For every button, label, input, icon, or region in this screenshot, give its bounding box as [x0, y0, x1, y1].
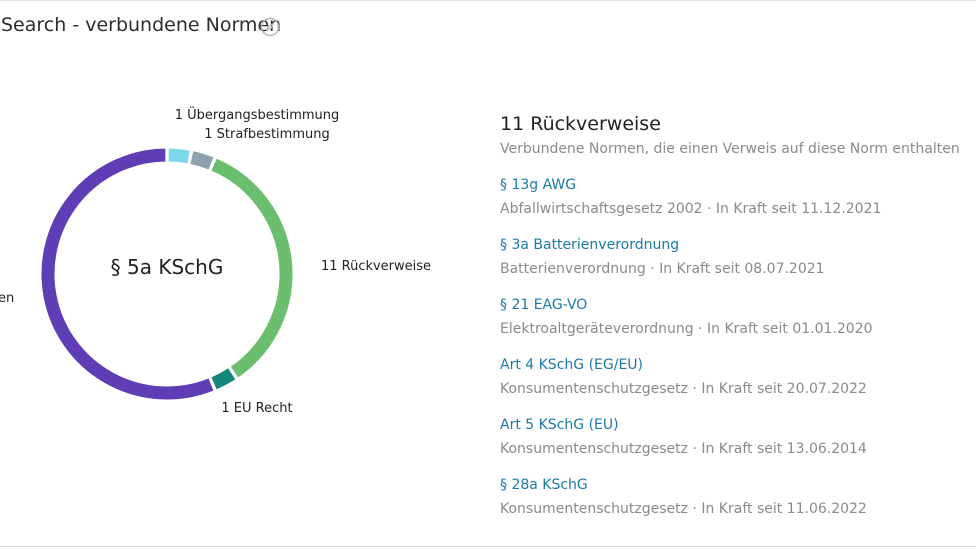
summary-subtitle: Verbundene Normen, die einen Verweis auf…: [500, 141, 960, 157]
norm-link[interactable]: Art 5 KSchG (EU): [500, 417, 619, 433]
list-item: Art 5 KSchG (EU) Konsumentenschutzgesetz…: [500, 414, 976, 474]
top-divider: [0, 0, 976, 1]
donut-segment[interactable]: [211, 158, 293, 378]
norm-meta: Batterienverordnung · In Kraft seit 08.0…: [500, 261, 825, 277]
donut-segment[interactable]: [190, 151, 214, 170]
norm-meta: Elektroaltgeräteverordnung · In Kraft se…: [500, 321, 873, 337]
segment-label: 1 Strafbestimmung: [204, 127, 329, 142]
donut-segment[interactable]: [41, 148, 214, 400]
donut-center-label: § 5a KSchG: [111, 255, 224, 279]
segment-label: 1 EU Recht: [221, 401, 292, 416]
norm-link[interactable]: Art 4 KSchG (EG/EU): [500, 357, 643, 373]
panel-title: Search - verbundene Normen: [1, 14, 282, 36]
list-item: Art 4 KSchG (EG/EU) Konsumentenschutzges…: [500, 354, 976, 414]
norm-meta: Konsumentenschutzgesetz · In Kraft seit …: [500, 441, 867, 457]
list-item: § 28a KSchG Konsumentenschutzgesetz · In…: [500, 474, 976, 534]
norm-list: § 13g AWG Abfallwirtschaftsgesetz 2002 ·…: [500, 174, 976, 534]
norm-meta: Abfallwirtschaftsgesetz 2002 · In Kraft …: [500, 201, 882, 217]
donut-segment[interactable]: [168, 148, 190, 164]
list-item: § 3a Batterienverordnung Batterienverord…: [500, 234, 976, 294]
segment-label: 1 Übergangsbestimmung: [175, 106, 340, 123]
norm-link[interactable]: § 3a Batterienverordnung: [500, 237, 680, 253]
segment-label: 11 Rückverweise: [321, 259, 431, 274]
norm-results: 11 Rückverweise Verbundene Normen, die e…: [500, 111, 976, 534]
norm-link[interactable]: § 13g AWG: [500, 177, 577, 193]
bottom-divider: [0, 546, 976, 547]
summary-heading: 11 Rückverweise: [500, 113, 661, 135]
segment-label: en: [0, 291, 14, 306]
norm-meta: Konsumentenschutzgesetz · In Kraft seit …: [500, 501, 867, 517]
donut-segments: [41, 148, 293, 400]
compass-icon[interactable]: [260, 17, 280, 37]
norm-link[interactable]: § 28a KSchG: [500, 477, 588, 493]
donut-chart: § 5a KSchG 1 Übergangsbestimmung 1 Strafb…: [0, 106, 431, 416]
donut-segment[interactable]: [211, 368, 236, 390]
list-scroll-clip: [500, 525, 976, 546]
donut-labels: 1 Übergangsbestimmung 1 Strafbestimmung 11…: [0, 106, 431, 416]
norm-link[interactable]: § 21 EAG-VO: [500, 297, 588, 313]
norm-meta: Konsumentenschutzgesetz · In Kraft seit …: [500, 381, 867, 397]
list-item: § 13g AWG Abfallwirtschaftsgesetz 2002 ·…: [500, 174, 976, 234]
list-item: § 21 EAG-VO Elektroaltgeräteverordnung ·…: [500, 294, 976, 354]
